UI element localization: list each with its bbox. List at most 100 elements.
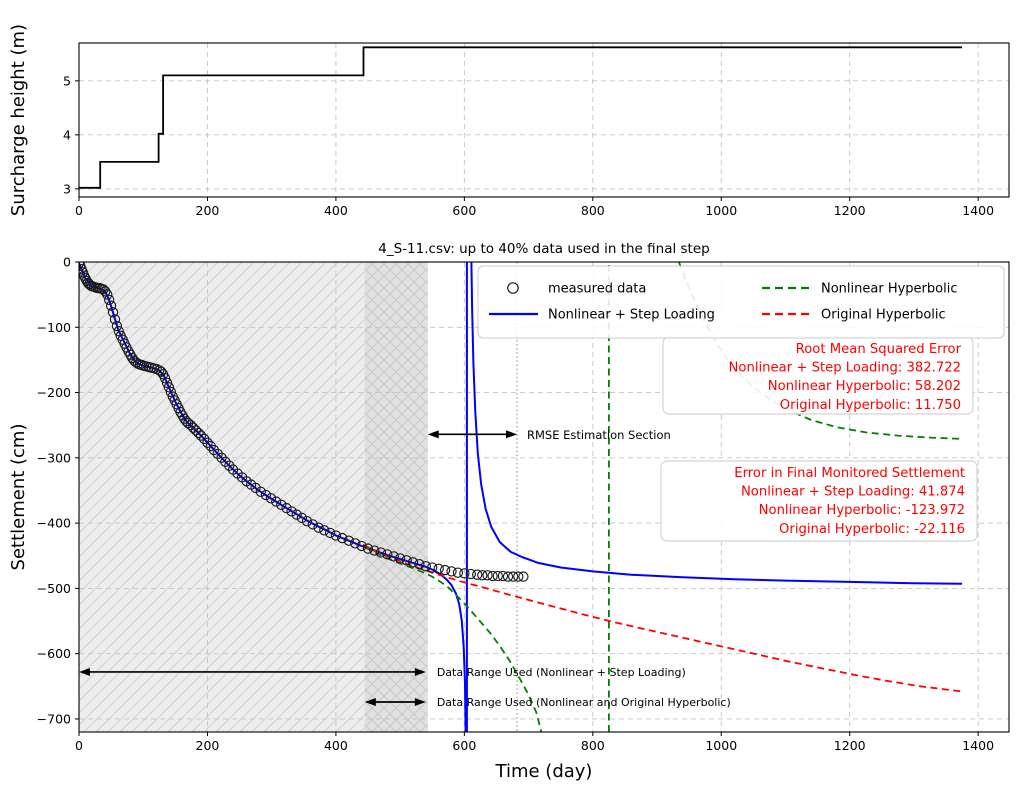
x-tick-label: 600	[452, 738, 476, 753]
measured-point	[427, 562, 438, 573]
measured-point	[330, 530, 342, 541]
final-settlement-error-box-line: Original Hyperbolic: -22.116	[779, 522, 965, 537]
y-tick-label: −500	[37, 581, 71, 596]
legend-box	[477, 265, 1005, 339]
rmse-section-label: RMSE Estimation Section	[527, 428, 671, 442]
series-nonlinear-step-loading	[470, 262, 963, 585]
measured-point	[161, 377, 173, 388]
measured-point	[100, 286, 111, 297]
measured-point	[433, 563, 444, 574]
legend-label-original-hyperbolic: Original Hyperbolic	[821, 308, 946, 323]
x-tick-label: 1400	[962, 738, 994, 753]
measured-point	[324, 527, 336, 539]
bottom-y-axis-label: Settlement (cm)	[8, 424, 29, 571]
measured-point	[291, 509, 302, 520]
y-tick-label: 4	[63, 127, 71, 142]
legend-label-step-loading: Nonlinear + Step Loading	[548, 308, 715, 323]
y-tick-label: −100	[37, 320, 71, 335]
measured-point	[459, 568, 470, 579]
measured-point	[193, 427, 204, 439]
measured-point	[407, 557, 419, 568]
legend-label-nonlinear-hyperbolic: Nonlinear Hyperbolic	[821, 282, 957, 297]
chart-title: 4_S-11.csv: up to 40% data used in the f…	[378, 241, 709, 257]
y-tick-label: −300	[37, 450, 71, 465]
measured-point	[296, 512, 308, 524]
measured-point	[281, 502, 292, 514]
measured-point	[188, 422, 199, 433]
surcharge-step-line	[79, 46, 963, 189]
measured-point	[472, 569, 483, 580]
measured-point	[113, 326, 124, 337]
x-tick-label: 0	[75, 738, 83, 753]
measured-point	[508, 571, 519, 582]
hyperbolic-data-range-region	[364, 262, 428, 732]
x-tick-label: 1000	[705, 203, 737, 218]
settlement-chart: 0 200 400 600 800 1000 1200 1400 0 −100 −200 −300 −4…	[8, 241, 1010, 782]
measured-point	[165, 386, 176, 398]
measured-point	[343, 535, 354, 546]
measured-point	[301, 516, 313, 527]
measured-point	[420, 561, 431, 572]
data-range-label-2: Data Range Used (Nonlinear and Original …	[437, 696, 731, 709]
measured-point	[313, 522, 324, 533]
measured-point	[513, 571, 524, 582]
rmse-box-line: Original Hyperbolic: 11.750	[780, 398, 961, 413]
series-original-hyperbolic	[362, 543, 963, 693]
measured-point	[518, 571, 529, 582]
measured-point	[487, 570, 498, 582]
x-tick-label: 200	[196, 738, 220, 753]
x-tick-label: 600	[452, 203, 476, 218]
measured-point	[465, 568, 476, 580]
rmse-box-line: Root Mean Squared Error	[796, 342, 962, 357]
measured-point	[265, 493, 277, 504]
final-settlement-error-box-line: Error in Final Monitored Settlement	[734, 466, 965, 481]
measured-point	[154, 365, 165, 376]
series-nonlinear-hyperbolic	[364, 546, 543, 732]
x-tick-label: 200	[196, 203, 220, 218]
measured-point	[307, 519, 318, 530]
y-tick-label: 3	[63, 181, 71, 196]
data-range-arrow-1-head-right	[414, 667, 426, 676]
x-tick-label: 1200	[834, 203, 866, 218]
x-tick-label: 400	[324, 203, 348, 218]
measured-point	[107, 307, 119, 318]
measured-point	[382, 549, 393, 560]
x-tick-label: 800	[581, 738, 605, 753]
measured-point	[497, 570, 509, 582]
measured-point	[401, 555, 412, 566]
y-tick-label: −600	[37, 646, 71, 661]
y-tick-label: −400	[37, 516, 71, 531]
data-range-arrow-2-head-left	[364, 697, 376, 706]
top-y-axis-label: Surcharge height (m)	[8, 24, 29, 216]
x-tick-label: 800	[581, 203, 605, 218]
measured-point	[195, 430, 207, 441]
measured-point	[224, 460, 235, 471]
measured-point	[109, 314, 121, 325]
x-axis-label: Time (day)	[495, 761, 593, 782]
data-range-arrow-1-head-left	[79, 667, 90, 676]
x-tick-label: 1200	[834, 738, 866, 753]
rmse-section-arrow-head-left	[427, 430, 439, 439]
measured-point	[477, 570, 488, 581]
y-tick-label: 0	[63, 255, 71, 270]
measured-data	[79, 262, 529, 582]
x-tick-label: 1000	[705, 738, 737, 753]
annotations: RMSE Estimation Section Data Range Used (…	[79, 336, 978, 709]
measured-point	[163, 382, 175, 393]
measured-point	[439, 564, 451, 576]
measured-point	[375, 547, 387, 558]
measured-point	[502, 571, 514, 582]
measured-point	[212, 448, 223, 460]
measured-point	[482, 570, 493, 581]
final-settlement-error-box-line: Nonlinear + Step Loading: 41.874	[741, 485, 965, 500]
measured-point	[388, 551, 399, 562]
y-tick-label: −200	[37, 385, 71, 400]
measured-point	[452, 567, 464, 578]
measured-point	[446, 566, 457, 577]
measured-point	[250, 482, 261, 494]
x-tick-label: 1400	[962, 203, 994, 218]
rmse-box-line: Nonlinear + Step Loading: 382.722	[729, 361, 961, 376]
measured-point	[104, 294, 115, 306]
